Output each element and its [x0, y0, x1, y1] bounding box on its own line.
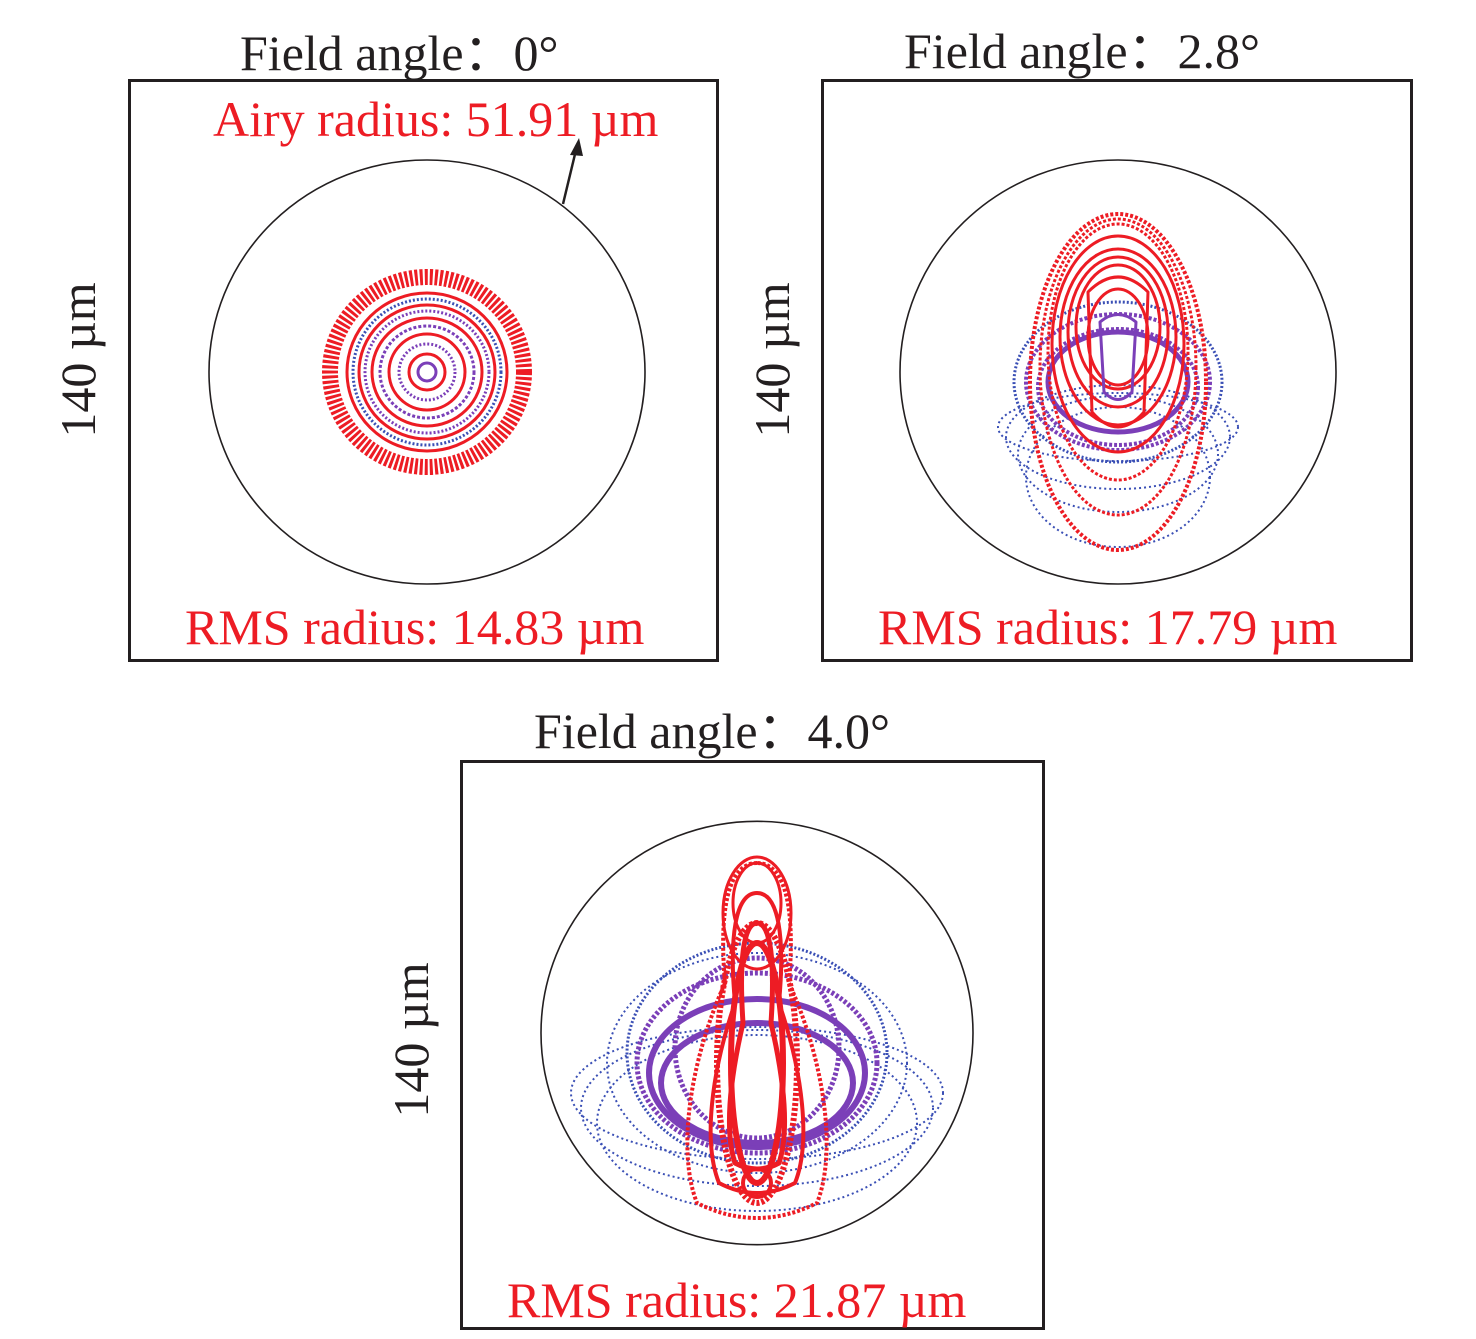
- panel-2-spot-ring: [1086, 287, 1150, 387]
- panel-3-spot-ring: [596, 1034, 918, 1212]
- panel-2-rms-label: RMS radius: 17.79 µm: [878, 599, 1338, 655]
- panel-1-spot-ring: [407, 352, 447, 392]
- panel-1-spot-ring: [416, 361, 438, 383]
- panel-3-spot-ring: [625, 941, 889, 1165]
- panel-1-callout-arrowhead: [570, 138, 583, 156]
- panel-3-title: Field angle：4.0°: [534, 703, 891, 759]
- panel-2-spot-ring: [1058, 247, 1178, 427]
- panel-2-spot-ring: [1005, 384, 1231, 490]
- panel-3-spot-diagram: [540, 820, 974, 1246]
- panel-2-spot-ring: [1024, 312, 1212, 452]
- panel-3-spot-ring: [728, 940, 786, 1186]
- panel-2-spot-ring: [1050, 234, 1186, 454]
- panel-1-rms-label: RMS radius: 14.83 µm: [185, 599, 645, 655]
- panel-3-rms-label: RMS radius: 21.87 µm: [507, 1272, 967, 1328]
- panel-3-spot-ring: [741, 1167, 773, 1199]
- panel-1-spot-ring: [345, 291, 509, 453]
- panel-1-airy-disk-circle: [208, 159, 646, 585]
- panel-1-callout-arrow: [561, 149, 578, 205]
- panel-3-frame: RMS radius: 21.87 µm: [460, 760, 1045, 1330]
- panel-2-airy-disk-circle: [899, 159, 1337, 585]
- panel-3-airy-disk-circle: [540, 820, 974, 1246]
- panel-3-spot-ring: [658, 1020, 856, 1146]
- panel-1-spot-ring: [351, 297, 503, 447]
- panel-2-spot-ring: [1045, 329, 1191, 435]
- panel-2-spot-core: [1086, 275, 1150, 429]
- panel-1-spot-ring: [363, 309, 491, 435]
- panel-2-spot-ring: [1036, 327, 1200, 447]
- panel-1-spot-ring: [397, 342, 457, 402]
- panel-1-airy-label: Airy radius: 51.91 µm: [213, 91, 659, 147]
- panel-3-spot-ring: [714, 920, 800, 1206]
- panel-2-spot-ring: [1074, 263, 1162, 391]
- panel-3-spot-core: [685, 861, 829, 1220]
- panel-1-spot-ring: [378, 324, 476, 420]
- panel-1-frame: Airy radius: 51.91 µm RMS radius: 14.83 …: [128, 79, 719, 662]
- panel-2-frame: RMS radius: 17.79 µm: [821, 79, 1413, 662]
- panel-2-spot-ring: [1025, 406, 1211, 548]
- panel-1-spot-diagram: [208, 138, 646, 585]
- panel-2-spot-ring: [1012, 300, 1224, 464]
- panel-1-outer-spot-ring: [322, 269, 532, 475]
- panel-3-spot-ring: [570, 1026, 944, 1160]
- panel-1-title: Field angle：0°: [240, 25, 559, 81]
- panel-2-spot-core: [1098, 313, 1138, 401]
- panel-2-spot-diagram: [899, 159, 1337, 585]
- panel-3-spot-ring: [606, 952, 908, 1174]
- panel-2-title: Field angle：2.8°: [904, 23, 1261, 79]
- panel-1-spot-ring: [357, 303, 497, 441]
- panel-2-spot-ring: [1028, 212, 1208, 552]
- panel-2-spot-ring: [1046, 222, 1190, 482]
- panel-1-y-label: 140 µm: [50, 282, 106, 438]
- panel-3-spot-ring: [721, 855, 793, 971]
- panel-3-spot-core: [708, 891, 806, 1195]
- panel-2-spot-ring: [1066, 255, 1170, 409]
- panel-2-spot-ring: [1017, 395, 1219, 513]
- panel-3-y-label: 140 µm: [383, 962, 439, 1118]
- panel-2-spot-ring: [1038, 217, 1198, 517]
- panel-1-spot-ring: [370, 316, 484, 428]
- panel-3-spot-ring: [672, 955, 842, 1141]
- panel-2-y-label: 140 µm: [744, 282, 800, 438]
- panel-1-spot-ring: [387, 332, 467, 412]
- panel-3-spot-ring: [646, 996, 868, 1150]
- panel-3-spot-ring: [634, 970, 880, 1156]
